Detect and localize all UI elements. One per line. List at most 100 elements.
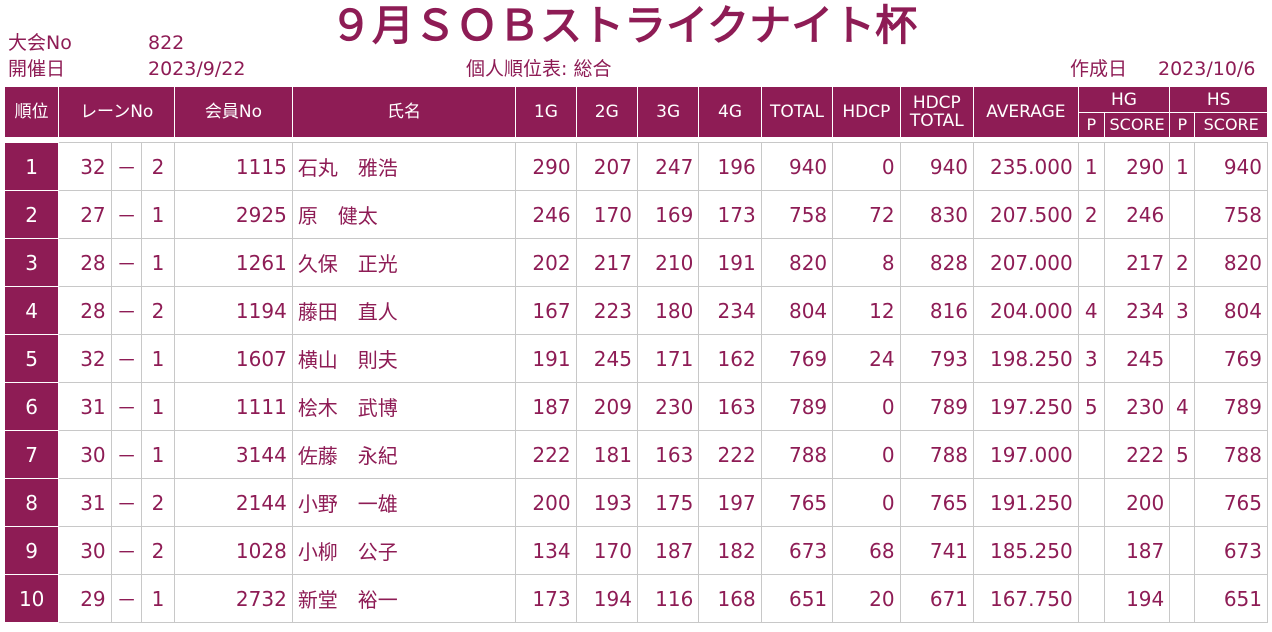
cell-total: 758 <box>760 190 834 239</box>
cell-game-4: 191 <box>698 238 762 287</box>
cell-game-2: 209 <box>575 382 638 431</box>
cell-game-4: 197 <box>698 478 762 527</box>
cell-hdcp: 24 <box>832 334 901 383</box>
cell-name: 小野 一雄 <box>291 478 517 527</box>
cell-hs-p <box>1169 190 1196 239</box>
cell-hg-score: 234 <box>1103 286 1171 335</box>
cell-hdcp: 0 <box>832 382 901 431</box>
cell-average: 204.000 <box>973 286 1079 335</box>
cell-game-1: 222 <box>515 430 577 479</box>
cell-total: 769 <box>760 334 834 383</box>
col-hdcp-total-line1: HDCP <box>912 93 961 113</box>
cell-hs-score: 804 <box>1194 286 1268 335</box>
cell-hg-score: 187 <box>1103 526 1171 575</box>
cell-game-1: 167 <box>515 286 577 335</box>
cell-average: 235.000 <box>973 142 1079 191</box>
cell-lane: 28 <box>58 238 112 287</box>
ranking-table: 順位 レーンNo 会員No 氏名 1G 2G 3G 4G TOTAL HDCP … <box>3 86 1268 623</box>
cell-lane: 27 <box>58 190 112 239</box>
cell-hs-p <box>1169 478 1196 527</box>
cell-game-1: 290 <box>515 142 577 191</box>
page-title: ９月ＳＯＢストライクナイト杯 <box>330 1 918 50</box>
col-hg: HG <box>1077 86 1171 113</box>
table-row: 10 29 － 1 2732 新堂 裕一 173 194 116 168 651 20 671 167.7… <box>3 574 1268 623</box>
cell-hs-score: 940 <box>1194 142 1268 191</box>
cell-member-no: 2925 <box>174 190 293 239</box>
cell-total: 804 <box>760 286 834 335</box>
cell-lane-sub: 2 <box>140 286 176 335</box>
cell-game-3: 180 <box>636 286 700 335</box>
cell-total: 788 <box>760 430 834 479</box>
cell-game-1: 191 <box>515 334 577 383</box>
col-game-3: 3G <box>636 86 700 138</box>
cell-hg-p: 5 <box>1077 382 1105 431</box>
cell-lane-dash: － <box>110 478 142 527</box>
cell-hs-score: 789 <box>1194 382 1268 431</box>
cell-hg-p <box>1077 238 1105 287</box>
cell-hdcp-total: 671 <box>899 574 975 623</box>
cell-lane-sub: 1 <box>140 430 176 479</box>
cell-game-3: 163 <box>636 430 700 479</box>
cell-hg-score: 222 <box>1103 430 1171 479</box>
cell-total: 940 <box>760 142 834 191</box>
cell-member-no: 1194 <box>174 286 293 335</box>
cell-game-4: 182 <box>698 526 762 575</box>
cell-lane-sub: 2 <box>140 478 176 527</box>
cell-name: 久保 正光 <box>291 238 517 287</box>
cell-lane: 32 <box>58 142 112 191</box>
cell-name: 藤田 直人 <box>291 286 517 335</box>
cell-hg-score: 290 <box>1103 142 1171 191</box>
cell-game-2: 245 <box>575 334 638 383</box>
col-game-4: 4G <box>698 86 762 138</box>
cell-name: 横山 則夫 <box>291 334 517 383</box>
cell-hs-p: 2 <box>1169 238 1196 287</box>
col-lane: レーンNo <box>58 86 176 138</box>
cell-lane-dash: － <box>110 286 142 335</box>
col-hg-score: SCORE <box>1103 112 1171 138</box>
cell-hs-score: 673 <box>1194 526 1268 575</box>
cell-hdcp-total: 789 <box>899 382 975 431</box>
cell-hg-score: 245 <box>1103 334 1171 383</box>
report-subtitle: 個人順位表: 総合 <box>466 58 612 80</box>
cell-hg-score: 194 <box>1103 574 1171 623</box>
cell-average: 207.000 <box>973 238 1079 287</box>
cell-hdcp: 72 <box>832 190 901 239</box>
col-game-1: 1G <box>515 86 577 138</box>
cell-average: 198.250 <box>973 334 1079 383</box>
table-row: 5 32 － 1 1607 横山 則夫 191 245 171 162 769 24 793 198.25… <box>3 334 1268 383</box>
cell-hs-p: 5 <box>1169 430 1196 479</box>
cell-lane-dash: － <box>110 526 142 575</box>
cell-lane-sub: 1 <box>140 238 176 287</box>
col-average: AVERAGE <box>973 86 1079 138</box>
cell-game-1: 187 <box>515 382 577 431</box>
col-hdcp-total: HDCP TOTAL <box>899 86 975 138</box>
cell-rank: 2 <box>3 190 60 239</box>
cell-lane: 30 <box>58 430 112 479</box>
cell-lane-sub: 1 <box>140 334 176 383</box>
cell-lane-sub: 1 <box>140 574 176 623</box>
cell-average: 191.250 <box>973 478 1079 527</box>
cell-hs-p: 3 <box>1169 286 1196 335</box>
col-hs-score: SCORE <box>1194 112 1268 138</box>
cell-hdcp: 0 <box>832 478 901 527</box>
cell-rank: 7 <box>3 430 60 479</box>
cell-lane-dash: － <box>110 430 142 479</box>
cell-hdcp-total: 940 <box>899 142 975 191</box>
cell-member-no: 3144 <box>174 430 293 479</box>
cell-member-no: 1115 <box>174 142 293 191</box>
cell-hg-score: 230 <box>1103 382 1171 431</box>
col-member-no: 会員No <box>174 86 293 138</box>
cell-hg-p: 1 <box>1077 142 1105 191</box>
cell-game-3: 171 <box>636 334 700 383</box>
event-date: 2023/9/22 <box>148 58 246 80</box>
cell-hs-p: 1 <box>1169 142 1196 191</box>
cell-average: 167.750 <box>973 574 1079 623</box>
cell-hdcp: 8 <box>832 238 901 287</box>
cell-game-1: 246 <box>515 190 577 239</box>
cell-lane-sub: 1 <box>140 190 176 239</box>
created-date: 2023/10/6 <box>1158 58 1256 80</box>
cell-game-2: 170 <box>575 190 638 239</box>
cell-game-3: 187 <box>636 526 700 575</box>
cell-game-4: 222 <box>698 430 762 479</box>
cell-game-4: 234 <box>698 286 762 335</box>
